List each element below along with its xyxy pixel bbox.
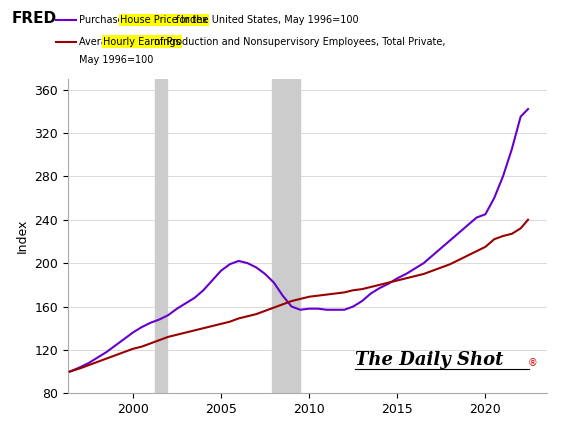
- Bar: [272, 79, 301, 393]
- Text: for the United States, May 1996=100: for the United States, May 1996=100: [173, 15, 359, 24]
- Text: The Daily Shot: The Daily Shot: [355, 351, 504, 369]
- Text: House Price Index: House Price Index: [120, 15, 208, 24]
- Bar: [155, 79, 167, 393]
- Text: of Production and Nonsupervisory Employees, Total Private,: of Production and Nonsupervisory Employe…: [151, 37, 445, 46]
- Text: May 1996=100: May 1996=100: [79, 55, 153, 65]
- Text: Average: Average: [79, 37, 122, 46]
- Text: Hourly Earnings: Hourly Earnings: [103, 37, 181, 46]
- Text: ®: ®: [527, 358, 537, 368]
- Text: Purchase Only: Purchase Only: [79, 15, 152, 24]
- Text: FRED: FRED: [11, 11, 56, 26]
- Y-axis label: Index: Index: [16, 219, 29, 253]
